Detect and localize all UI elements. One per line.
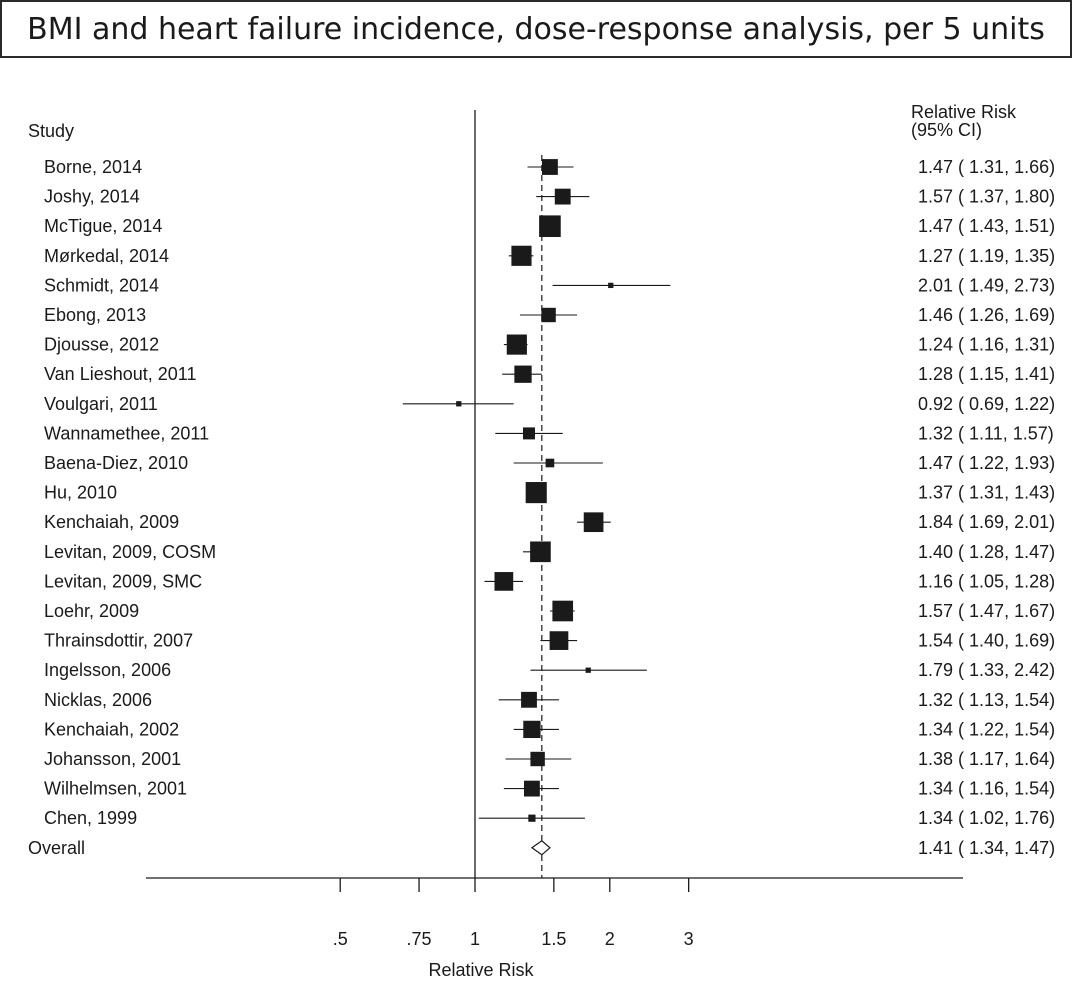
point-estimate-box	[514, 365, 532, 383]
study-label: Wilhelmsen, 2001	[44, 779, 187, 799]
ci-value: 1.34 ( 1.02, 1.76)	[918, 808, 1055, 828]
study-label: Baena-Diez, 2010	[44, 453, 188, 473]
point-estimate-box	[523, 780, 540, 797]
ci-value: 1.34 ( 1.22, 1.54)	[918, 719, 1055, 739]
x-tick-label: 1	[470, 929, 480, 949]
ci-value: 1.84 ( 1.69, 2.01)	[918, 512, 1055, 532]
x-tick-label: .5	[333, 929, 348, 949]
ci-value: 1.47 ( 1.31, 1.66)	[918, 157, 1055, 177]
study-label: Kenchaiah, 2002	[44, 719, 179, 739]
point-estimate-box	[456, 401, 462, 407]
ci-value: 1.37 ( 1.31, 1.43)	[918, 483, 1055, 503]
study-label: Levitan, 2009, COSM	[44, 542, 216, 562]
ci-value: 1.34 ( 1.16, 1.54)	[918, 779, 1055, 799]
point-estimate-box	[583, 512, 604, 533]
study-label: Johansson, 2001	[44, 749, 181, 769]
ci-value: 2.01 ( 1.49, 2.73)	[918, 275, 1055, 295]
point-estimate-box	[506, 334, 527, 355]
ci-value: 1.16 ( 1.05, 1.28)	[918, 571, 1055, 591]
point-estimate-box	[494, 572, 514, 591]
point-estimate-box	[545, 458, 555, 468]
point-estimate-box	[585, 667, 591, 673]
point-estimate-box	[554, 188, 571, 205]
study-label: Hu, 2010	[44, 483, 117, 503]
point-estimate-box	[530, 751, 545, 767]
study-label: Kenchaiah, 2009	[44, 512, 179, 532]
point-estimate-box	[523, 720, 541, 739]
chart-title-box: BMI and heart failure incidence, dose-re…	[0, 0, 1072, 58]
ci-value: 1.40 ( 1.28, 1.47)	[918, 542, 1055, 562]
point-estimate-box	[542, 159, 558, 175]
ci-value: 1.54 ( 1.40, 1.69)	[918, 631, 1055, 651]
ci-value: 1.28 ( 1.15, 1.41)	[918, 364, 1055, 384]
estimate-header-line1: Relative Risk	[911, 102, 1017, 122]
x-axis-label: Relative Risk	[428, 960, 534, 980]
ci-value: 1.27 ( 1.19, 1.35)	[918, 246, 1055, 266]
study-label: Nicklas, 2006	[44, 690, 152, 710]
point-estimate-box	[552, 600, 574, 622]
point-estimate-box	[608, 282, 614, 289]
ci-value: 1.57 ( 1.37, 1.80)	[918, 187, 1055, 207]
point-estimate-box	[525, 482, 547, 504]
study-label: Chen, 1999	[44, 808, 137, 828]
estimate-header-line2: (95% CI)	[911, 120, 982, 140]
study-label: Joshy, 2014	[44, 187, 140, 207]
study-label: Ebong, 2013	[44, 305, 146, 325]
study-label: McTigue, 2014	[44, 216, 162, 236]
study-label: Djousse, 2012	[44, 335, 159, 355]
study-label: Mørkedal, 2014	[44, 246, 169, 266]
study-label: Loehr, 2009	[44, 601, 139, 621]
point-estimate-box	[530, 541, 551, 563]
study-label: Van Lieshout, 2011	[44, 364, 196, 384]
x-tick-label: 1.5	[541, 929, 566, 949]
ci-value: 0.92 ( 0.69, 1.22)	[918, 394, 1055, 414]
point-estimate-box	[539, 215, 561, 237]
ci-value: 1.57 ( 1.47, 1.67)	[918, 601, 1055, 621]
study-label: Ingelsson, 2006	[44, 660, 171, 680]
study-label: Thrainsdottir, 2007	[44, 631, 193, 651]
point-estimate-box	[541, 307, 556, 323]
study-label: Wannamethee, 2011	[44, 423, 209, 443]
study-label: Levitan, 2009, SMC	[44, 571, 202, 591]
point-estimate-box	[528, 814, 536, 822]
ci-value: 1.32 ( 1.11, 1.57)	[918, 423, 1054, 443]
overall-diamond	[530, 840, 551, 856]
ci-value: 1.46 ( 1.26, 1.69)	[918, 305, 1055, 325]
point-estimate-box	[511, 245, 532, 266]
x-tick-label: 3	[684, 929, 694, 949]
ci-value: 1.47 ( 1.43, 1.51)	[918, 216, 1055, 236]
ci-value: 1.47 ( 1.22, 1.93)	[918, 453, 1055, 473]
ci-value: 1.79 ( 1.33, 2.42)	[918, 660, 1055, 680]
chart-title: BMI and heart failure incidence, dose-re…	[27, 11, 1045, 47]
ci-value: 1.32 ( 1.13, 1.54)	[918, 690, 1055, 710]
point-estimate-box	[549, 631, 569, 650]
overall-label: Overall	[28, 838, 85, 858]
study-label: Schmidt, 2014	[44, 275, 159, 295]
study-header: Study	[28, 121, 74, 141]
ci-value: 1.24 ( 1.16, 1.31)	[918, 335, 1055, 355]
x-tick-label: .75	[407, 929, 432, 949]
ci-value: 1.38 ( 1.17, 1.64)	[918, 749, 1055, 769]
overall-ci-value: 1.41 ( 1.34, 1.47)	[918, 838, 1055, 858]
study-label: Voulgari, 2011	[44, 394, 158, 414]
study-label: Borne, 2014	[44, 157, 142, 177]
x-tick-label: 2	[605, 929, 615, 949]
point-estimate-box	[522, 427, 535, 440]
point-estimate-box	[521, 691, 537, 708]
